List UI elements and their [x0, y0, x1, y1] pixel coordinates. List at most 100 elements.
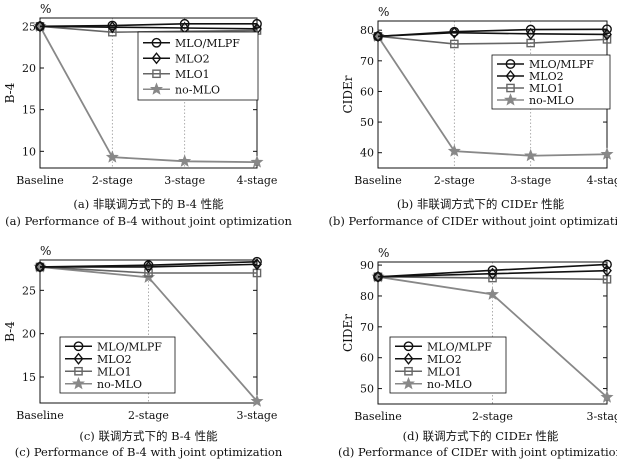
- caption-cn: (b) 非联调方式下的 CIDEr 性能: [397, 197, 565, 211]
- y-tick-label: 80: [360, 290, 374, 303]
- legend-swatch-marker: [505, 59, 516, 69]
- series-line-mlo-mlpf: [377, 28, 608, 38]
- legend-swatch-marker: [402, 376, 415, 390]
- data-point: [105, 150, 119, 163]
- caption-en: (a) Performance of B-4 without joint opt…: [5, 214, 292, 228]
- y-tick-label: 15: [22, 371, 36, 384]
- series-line-no-mlo: [377, 35, 608, 157]
- data-point: [252, 18, 262, 29]
- plot-frame: [39, 259, 258, 404]
- data-point: [373, 30, 383, 43]
- x-tick-label: Baseline: [16, 174, 63, 187]
- y-unit-label: %: [378, 246, 389, 260]
- x-tick-label: 3-stage: [510, 174, 551, 187]
- data-point: [602, 35, 612, 44]
- caption-en: (b) Performance of CIDEr without joint o…: [329, 214, 617, 228]
- data-point: [449, 26, 460, 37]
- series-line-mlo-mlpf: [39, 260, 258, 268]
- y-tick-label: 20: [22, 328, 36, 341]
- legend-entry: MLO2: [427, 353, 462, 366]
- y-tick-label: 15: [22, 104, 36, 117]
- y-axis-label: B-4: [3, 321, 17, 342]
- legend-entry: no-MLO: [529, 94, 574, 107]
- chart-panel-d: 50 60 70 80 90 Baseline 2-stage 3-stage% CIDEr ML…: [338, 246, 617, 459]
- x-tick-label: 2-stage: [128, 409, 169, 422]
- series-line-mlo-mlpf: [39, 23, 257, 28]
- legend-entry: MLO1: [97, 365, 132, 378]
- x-tick-label: 3-stage: [237, 409, 278, 422]
- legend-entry: MLO2: [529, 70, 564, 83]
- y-unit-label: %: [378, 5, 389, 19]
- data-point: [487, 267, 498, 280]
- chart-panel-a: 10 15 20 25 Baseline 2-stage 3-stage 4-stage% B-…: [3, 2, 293, 228]
- legend-entry: no-MLO: [175, 83, 220, 96]
- data-point: [447, 144, 461, 157]
- data-point: [35, 262, 45, 272]
- data-point: [486, 287, 499, 300]
- legend-swatch-marker: [150, 82, 163, 95]
- data-point: [178, 154, 192, 167]
- data-point: [35, 260, 45, 274]
- legend-swatch-marker: [504, 93, 517, 106]
- legend-swatch-marker: [403, 352, 414, 365]
- data-point: [450, 39, 459, 49]
- legend-entry: no-MLO: [427, 378, 472, 391]
- legend-swatch-marker: [74, 366, 83, 376]
- y-unit-label: %: [40, 2, 51, 16]
- series-line-no-mlo: [39, 25, 258, 164]
- legend-entry: MLO/MLPF: [175, 37, 240, 50]
- chart-panel-c: 15 20 25 Baseline 2-stage 3-stage% B-4 MLO/MLPF…: [3, 244, 283, 459]
- data-point: [35, 21, 45, 32]
- y-tick-label: 50: [360, 116, 374, 129]
- legend-entry: MLO1: [175, 68, 210, 81]
- x-tick-label: 3-stage: [164, 174, 205, 187]
- x-tick-label: 2-stage: [472, 410, 513, 423]
- y-tick-label: 90: [360, 259, 374, 272]
- caption-cn: (d) 联调方式下的 CIDEr 性能: [403, 429, 559, 443]
- legend-entry: MLO/MLPF: [427, 340, 492, 353]
- data-point: [487, 265, 498, 276]
- legend-swatch-marker: [73, 352, 84, 365]
- legend-swatch-marker: [506, 83, 515, 93]
- legend-swatch-marker: [505, 69, 516, 83]
- data-point: [602, 264, 612, 277]
- y-axis-label: B-4: [3, 82, 17, 103]
- data-point: [35, 20, 45, 33]
- y-unit-label: %: [40, 244, 51, 258]
- y-tick-label: 10: [22, 145, 36, 158]
- caption-en: (d) Performance of CIDEr with joint opti…: [338, 445, 617, 459]
- y-tick-label: 60: [360, 352, 374, 365]
- chart-panel-b: 40 50 60 70 80 Baseline 2-stage 3-stage 4-stage%…: [329, 5, 617, 228]
- data-point: [373, 31, 383, 42]
- y-axis-label: CIDEr: [341, 314, 355, 352]
- series-line-mlo2: [377, 269, 608, 278]
- data-point: [143, 260, 154, 271]
- y-tick-label: 70: [360, 55, 374, 68]
- legend-swatch-marker: [72, 376, 85, 390]
- legend-swatch-marker: [151, 37, 162, 48]
- x-tick-label: Baseline: [354, 410, 401, 423]
- data-point: [179, 18, 190, 29]
- legend-entry: MLO/MLPF: [529, 58, 594, 71]
- data-point: [373, 270, 383, 283]
- x-tick-label: Baseline: [354, 174, 401, 187]
- caption-cn: (a) 非联调方式下的 B-4 性能: [73, 197, 224, 211]
- x-tick-label: 4-stage: [587, 174, 617, 187]
- y-tick-label: 20: [22, 62, 36, 75]
- x-tick-label: 3-stage: [587, 410, 617, 423]
- data-point: [600, 147, 614, 160]
- legend-entry: MLO2: [97, 353, 132, 366]
- caption-en: (c) Performance of B-4 with joint optimi…: [15, 445, 283, 459]
- x-tick-label: 2-stage: [92, 174, 133, 187]
- y-tick-label: 70: [360, 321, 374, 334]
- y-tick-label: 80: [360, 24, 374, 37]
- legend-entry: MLO/MLPF: [97, 340, 162, 353]
- legend-swatch-marker: [151, 52, 162, 65]
- legend-entry: MLO1: [529, 82, 564, 95]
- y-axis-label: CIDEr: [341, 75, 355, 113]
- y-tick-label: 25: [22, 284, 36, 297]
